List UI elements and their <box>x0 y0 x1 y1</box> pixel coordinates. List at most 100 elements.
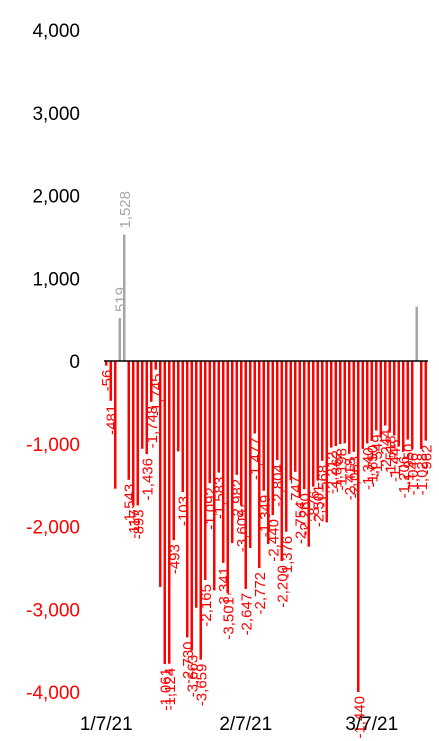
bar <box>402 361 405 452</box>
data-label: -3,341 <box>216 567 233 610</box>
data-label: -3,609 <box>234 510 251 553</box>
bar <box>406 361 409 440</box>
bar <box>420 361 423 449</box>
bar <box>186 361 189 638</box>
y-tick-label: -1,000 <box>26 435 80 456</box>
bar <box>303 361 306 490</box>
bar <box>352 361 355 452</box>
bar <box>285 361 288 532</box>
bar <box>366 361 369 444</box>
data-label: -3,659 <box>194 664 211 707</box>
bar <box>348 361 351 454</box>
data-labels: 519 1,528 -56 -481 -1,543-117-893 -1,436 -1,74… <box>99 191 436 739</box>
bars <box>105 234 427 692</box>
bar <box>411 361 414 449</box>
data-label: -876 <box>306 491 323 521</box>
data-label: -1,543 <box>122 484 139 527</box>
data-label: -2,982 <box>230 479 247 522</box>
bar <box>204 361 207 581</box>
bar <box>141 361 144 449</box>
bar <box>294 361 297 472</box>
data-label: -56 <box>99 370 116 392</box>
bar <box>132 361 135 506</box>
bar <box>240 361 243 506</box>
y-tick-label: -3,000 <box>26 600 80 621</box>
bar <box>118 318 121 361</box>
data-label: -2,165 <box>198 584 215 627</box>
data-label: -2,212 <box>324 452 341 495</box>
data-label: -2,063 <box>347 456 364 499</box>
data-label: -103 <box>176 496 193 526</box>
data-label: -493 <box>167 544 184 574</box>
bar <box>289 361 292 481</box>
bar <box>258 361 261 568</box>
bar <box>330 361 333 448</box>
bar <box>325 361 328 523</box>
data-label: -481 <box>104 405 121 435</box>
data-label: -2,501 <box>311 485 328 528</box>
bar <box>127 361 130 480</box>
bar <box>280 361 283 562</box>
data-label: -1,198 <box>333 448 350 491</box>
bar <box>375 361 378 431</box>
y-tick-label: 1,000 <box>32 269 80 290</box>
bar <box>343 361 346 444</box>
bar <box>168 361 171 664</box>
data-label: -1,124 <box>162 668 179 711</box>
data-label: -747 <box>288 476 305 506</box>
bar <box>307 361 310 547</box>
bar <box>199 361 202 660</box>
bar <box>150 361 153 402</box>
bar <box>334 361 337 447</box>
bar <box>397 361 400 447</box>
bar <box>123 234 126 361</box>
bar <box>159 361 162 587</box>
data-label: -1,745 <box>149 374 166 417</box>
data-label: -3,663 <box>185 655 202 698</box>
bar <box>271 361 274 516</box>
data-label: -2,440 <box>266 519 283 562</box>
bar <box>357 361 360 692</box>
data-label: -1,206 <box>396 456 413 499</box>
data-label: -2,200 <box>275 565 292 608</box>
bar <box>415 306 418 361</box>
bar <box>321 361 324 461</box>
y-tick-label: 2,000 <box>32 187 80 208</box>
bar <box>181 361 184 492</box>
y-tick-label: 0 <box>69 352 80 373</box>
data-label: -1,748 <box>144 406 161 449</box>
bar <box>316 361 319 481</box>
bar <box>312 361 315 487</box>
bar <box>393 361 396 436</box>
y-tick-label: 4,000 <box>32 21 80 42</box>
data-label: -1,518 <box>383 435 400 478</box>
bar <box>339 361 342 444</box>
bar <box>235 361 238 475</box>
data-label: -2,730 <box>180 641 197 684</box>
bar <box>109 361 112 401</box>
data-label: -117 <box>126 510 143 539</box>
data-label: -1,650 <box>365 445 382 488</box>
data-label: -1,477 <box>248 437 265 480</box>
data-label: -1,568 <box>315 465 332 508</box>
data-label: -1,549 <box>369 435 386 478</box>
bar <box>217 361 220 473</box>
data-label: -1,028 <box>414 453 431 496</box>
bar <box>136 361 139 506</box>
bar <box>208 361 211 484</box>
data-label: -2,260 <box>297 493 314 536</box>
bar <box>384 361 387 426</box>
y-tick-label: -2,000 <box>26 518 80 539</box>
data-label: -962 <box>419 445 436 475</box>
bar <box>222 361 225 563</box>
bar <box>267 361 270 545</box>
data-label: -1,950 <box>401 444 418 487</box>
data-label: -2,244 <box>378 430 395 473</box>
bar <box>163 361 166 665</box>
data-label: 519 <box>113 287 130 312</box>
data-label: -893 <box>131 509 148 539</box>
bar <box>226 361 229 594</box>
x-tick-label: 3/7/21 <box>345 714 398 735</box>
x-tick-label: 2/7/21 <box>219 714 272 735</box>
